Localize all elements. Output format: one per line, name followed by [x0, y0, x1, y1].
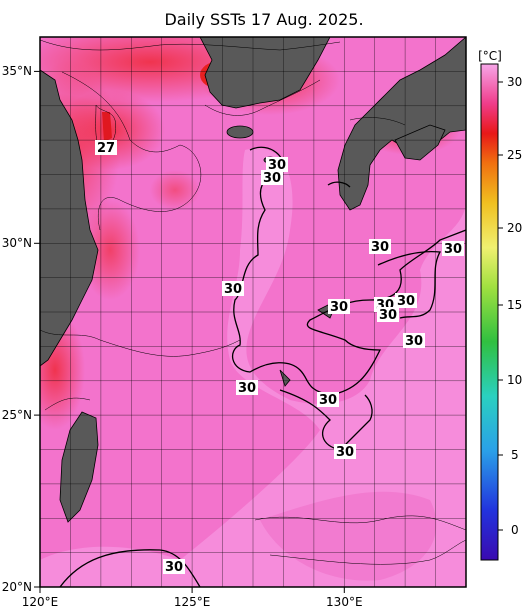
contour-label: 30: [263, 171, 281, 186]
x-tick-label: 120°E: [22, 595, 59, 609]
contour-label: 30: [268, 158, 286, 173]
colorbar: [°C] 30 25 20 15 10 5 0: [478, 49, 522, 561]
contour-label: 30: [165, 560, 183, 575]
y-tick-label: 20°N: [2, 580, 32, 594]
contour-label: 30: [319, 393, 337, 408]
contour-label: 30: [238, 381, 256, 396]
contour-label: 30: [444, 242, 462, 257]
colorbar-tick: 5: [511, 448, 519, 462]
contour-label: 30: [379, 308, 397, 323]
colorbar-unit: [°C]: [478, 49, 502, 63]
x-tick-label: 125°E: [174, 595, 211, 609]
contour-label: 30: [336, 445, 354, 460]
contour-label: 30: [371, 240, 389, 255]
axis-ticks: [34, 70, 345, 593]
map-frame: [39, 36, 467, 588]
contour-label: 30: [397, 294, 415, 309]
map-title: Daily SSTs 17 Aug. 2025.: [164, 10, 364, 29]
y-tick-label: 35°N: [2, 64, 32, 78]
x-tick-label: 130°E: [326, 595, 363, 609]
colorbar-tick: 10: [507, 373, 522, 387]
colorbar-tick: 15: [507, 298, 522, 312]
contour-30: [59, 146, 466, 587]
contour-label: 30: [405, 334, 423, 349]
contour-label: 27: [97, 141, 115, 156]
contour-label-group: 27 30 30 30 30 30 30 30 30 30 30 30 30 3…: [95, 140, 464, 575]
colorbar-tick: 20: [507, 221, 522, 235]
colorbar-scale: [480, 63, 499, 561]
contour-label: 30: [330, 300, 348, 315]
y-tick-label: 25°N: [2, 408, 32, 422]
y-tick-label: 30°N: [2, 236, 32, 250]
colorbar-tick: 30: [507, 75, 522, 89]
colorbar-tick: 0: [511, 523, 519, 537]
contour-label: 30: [224, 282, 242, 297]
colorbar-tick: 25: [507, 148, 522, 162]
contour-thin: [40, 39, 466, 565]
